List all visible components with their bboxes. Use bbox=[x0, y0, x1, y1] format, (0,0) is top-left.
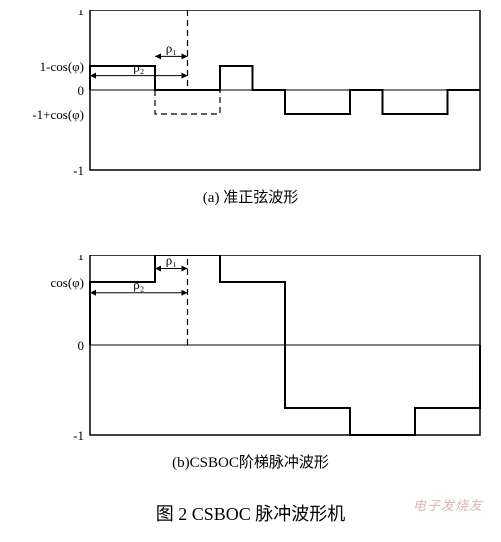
svg-text:ρ₂: ρ₂ bbox=[133, 277, 144, 292]
svg-text:-1: -1 bbox=[73, 163, 84, 178]
svg-text:1: 1 bbox=[78, 255, 85, 263]
svg-text:0: 0 bbox=[78, 338, 85, 353]
chart-a-svg: 1 1-cos(φ) 0 -1+cos(φ) -1 ρ₁ ρ₂ bbox=[0, 10, 501, 180]
chart-b-caption: (b)CSBOC阶梯脉冲波形 bbox=[0, 451, 501, 472]
svg-text:1: 1 bbox=[78, 10, 85, 18]
svg-text:-1: -1 bbox=[73, 428, 84, 443]
chart-a-caption: (a) 准正弦波形 bbox=[0, 186, 501, 207]
svg-text:0: 0 bbox=[78, 83, 85, 98]
watermark: 电子发烧友 bbox=[413, 495, 483, 514]
svg-text:-1+cos(φ): -1+cos(φ) bbox=[32, 107, 84, 122]
svg-text:ρ₂: ρ₂ bbox=[133, 60, 144, 75]
svg-text:ρ₁: ρ₁ bbox=[166, 40, 177, 55]
svg-text:1-cos(φ): 1-cos(φ) bbox=[40, 59, 84, 74]
chart-b-svg: 1 cos(φ) 0 -1 ρ₁ ρ₂ bbox=[0, 255, 501, 445]
chart-a-container: 1 1-cos(φ) 0 -1+cos(φ) -1 ρ₁ ρ₂ (a) 准正弦波形 bbox=[0, 10, 501, 207]
chart-b-container: 1 cos(φ) 0 -1 ρ₁ ρ₂ (b)CSBOC阶梯脉冲波形 bbox=[0, 255, 501, 472]
svg-text:ρ₁: ρ₁ bbox=[166, 255, 177, 268]
svg-text:cos(φ): cos(φ) bbox=[51, 275, 85, 290]
